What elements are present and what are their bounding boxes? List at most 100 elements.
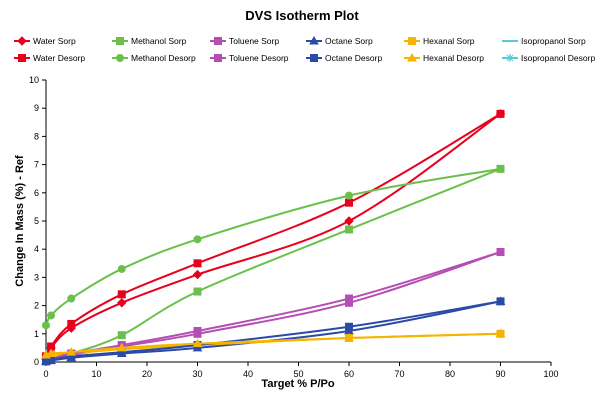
- legend-marker: [214, 54, 222, 62]
- legend-label: Isopropanol Desorp: [521, 53, 595, 63]
- x-tick-label: 70: [394, 369, 404, 379]
- data-point-water-sorp: [344, 216, 354, 226]
- data-point-methanol-sorp: [117, 331, 126, 340]
- legend-label: Water Desorp: [33, 53, 85, 63]
- legend-item-toluene-sorp: Toluene Sorp: [210, 36, 279, 46]
- legend-item-octane-sorp: Octane Sorp: [306, 35, 373, 46]
- x-tick-label: 80: [445, 369, 455, 379]
- legend-item-water-desorp: Water Desorp: [14, 53, 85, 63]
- data-point-water-desorp: [496, 109, 505, 118]
- x-tick-label: 20: [142, 369, 152, 379]
- x-tick-label: 30: [192, 369, 202, 379]
- y-ticks: 0 1 2 3 4 5 6 7 8 9 10: [29, 75, 46, 367]
- y-axis-label: Change In Mass (%) - Ref: [14, 155, 26, 287]
- legend-item-methanol-sorp: Methanol Sorp: [112, 36, 187, 46]
- x-tick-label: 0: [43, 369, 48, 379]
- data-point-octane-desorp: [496, 297, 505, 306]
- legend-label: Methanol Desorp: [131, 53, 196, 63]
- data-point-toluene-desorp: [496, 248, 505, 257]
- chart-title: DVS Isotherm Plot: [245, 8, 359, 23]
- legend-marker: [310, 54, 318, 62]
- y-tick-label: 4: [34, 244, 39, 254]
- legend-marker: [116, 54, 124, 62]
- legend-item-toluene-desorp: Toluene Desorp: [210, 53, 289, 63]
- y-tick-label: 1: [34, 329, 39, 339]
- chart-axes: [45, 80, 551, 363]
- legend-label: Toluene Sorp: [229, 36, 279, 46]
- data-point-water-desorp: [193, 259, 202, 268]
- legend-marker: [17, 36, 27, 46]
- data-point-methanol-sorp: [345, 225, 353, 234]
- legend-label: Isopropanol Sorp: [521, 36, 586, 46]
- y-tick-label: 2: [34, 301, 39, 311]
- data-point-methanol-desorp: [193, 235, 202, 244]
- data-point-hexanal-desorp: [344, 333, 354, 342]
- data-point-water-sorp: [192, 269, 203, 280]
- x-tick-label: 90: [495, 369, 505, 379]
- legend-label: Octane Sorp: [325, 36, 373, 46]
- data-point-hexanal-desorp: [495, 328, 506, 338]
- legend-marker: [116, 37, 124, 45]
- x-tick-label: 60: [344, 369, 354, 379]
- y-tick-label: 0: [34, 357, 39, 367]
- legend-label: Hexanal Desorp: [423, 53, 484, 63]
- legend-item-isopropanol-desorp: Isopropanol Desorp: [502, 53, 595, 63]
- series-line-methanol-desorp: [45, 167, 501, 326]
- y-tick-label: 10: [29, 75, 39, 85]
- data-point-water-desorp: [345, 198, 353, 207]
- data-point-water-sorp: [117, 298, 127, 308]
- legend-label: Toluene Desorp: [229, 53, 289, 63]
- plot-area: [41, 109, 506, 366]
- chart-legend: Water Sorp Methanol Sorp Toluene Sorp Octan…: [14, 35, 595, 63]
- data-point-hexanal-desorp: [66, 347, 77, 356]
- data-point-water-desorp: [117, 290, 126, 299]
- series-methanol-sorp: [42, 164, 505, 365]
- data-point-toluene-desorp: [345, 294, 353, 303]
- series-line-water-sorp: [45, 113, 502, 360]
- legend-item-water-sorp: Water Sorp: [14, 36, 76, 46]
- legend-marker: [408, 37, 416, 45]
- series-hexanal-desorp: [41, 328, 506, 359]
- legend-marker: [506, 54, 514, 62]
- data-point-methanol-desorp: [67, 294, 76, 303]
- y-tick-label: 7: [34, 160, 39, 170]
- x-tick-label: 100: [543, 369, 558, 379]
- data-point-water-desorp: [67, 319, 76, 328]
- data-point-methanol-sorp: [193, 287, 202, 296]
- legend-item-octane-desorp: Octane Desorp: [306, 53, 382, 63]
- data-point-methanol-desorp: [47, 311, 56, 320]
- data-point-hexanal-desorp: [116, 342, 127, 352]
- series-line-octane-desorp: [45, 300, 501, 363]
- x-tick-label: 10: [91, 369, 101, 379]
- legend-marker: [407, 52, 417, 62]
- legend-label: Octane Desorp: [325, 53, 382, 63]
- y-tick-label: 5: [34, 216, 39, 226]
- series-water-sorp: [41, 109, 506, 364]
- data-point-methanol-desorp: [42, 321, 50, 330]
- x-axis-label: Target % P/Po: [261, 378, 334, 390]
- series-line-methanol-sorp: [45, 167, 501, 362]
- series-water-desorp: [42, 109, 505, 361]
- y-tick-label: 3: [34, 272, 39, 282]
- legend-marker: [309, 35, 319, 45]
- y-tick-label: 8: [34, 131, 39, 141]
- y-tick-label: 6: [34, 188, 39, 198]
- x-tick-label: 40: [243, 369, 253, 379]
- legend-marker: [18, 54, 26, 62]
- legend-item-hexanal-desorp: Hexanal Desorp: [404, 52, 484, 63]
- data-point-methanol-desorp: [345, 191, 353, 200]
- data-point-hexanal-desorp: [192, 338, 203, 348]
- x-tick-label: 50: [293, 369, 303, 379]
- legend-label: Water Sorp: [33, 36, 76, 46]
- legend-item-isopropanol-sorp: Isopropanol Sorp: [502, 36, 586, 46]
- legend-item-methanol-desorp: Methanol Desorp: [112, 53, 196, 63]
- data-point-toluene-desorp: [193, 326, 202, 335]
- legend-label: Methanol Sorp: [131, 36, 187, 46]
- series-methanol-desorp: [42, 164, 505, 330]
- x-ticks: 0 10 20 30 40 50 60 70 80 90 100: [43, 362, 559, 379]
- legend-label: Hexanal Sorp: [423, 36, 475, 46]
- data-point-octane-desorp: [345, 322, 353, 331]
- legend-item-hexanal-sorp: Hexanal Sorp: [404, 36, 475, 46]
- y-tick-label: 9: [34, 103, 39, 113]
